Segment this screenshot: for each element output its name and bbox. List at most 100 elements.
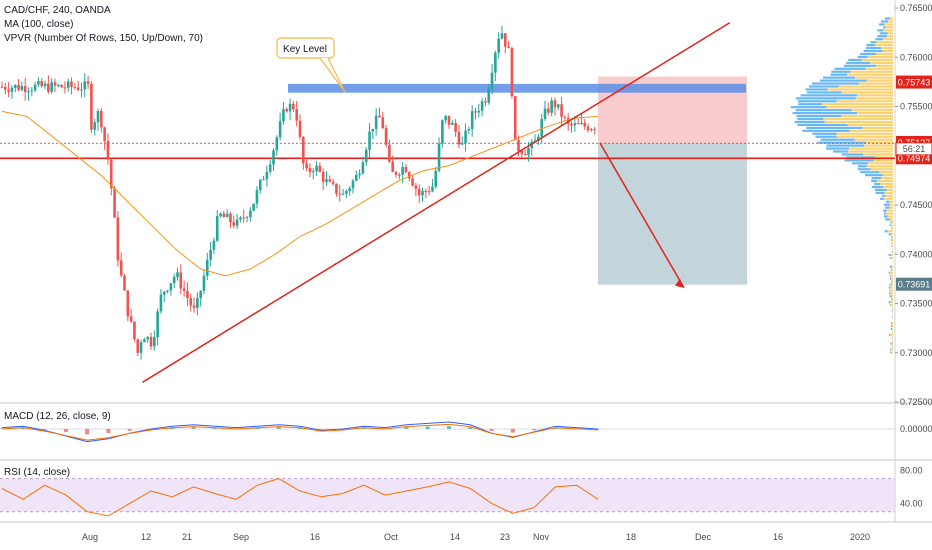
- candle-body: [223, 214, 226, 217]
- x-tick-label: 21: [182, 532, 192, 542]
- candle-body: [299, 121, 302, 137]
- key-level-zone: [288, 84, 746, 93]
- candle-body: [272, 150, 275, 164]
- candle-body: [365, 150, 368, 162]
- volume-profile-bar: [891, 233, 893, 235]
- volume-profile-bar: [892, 310, 893, 312]
- volume-profile-bar: [865, 174, 883, 176]
- candle-body: [507, 47, 510, 49]
- volume-profile-bar: [891, 239, 892, 241]
- volume-profile-bar: [796, 109, 852, 111]
- macd-histogram-bar: [447, 426, 451, 429]
- volume-profile-bar: [891, 304, 893, 306]
- candle-body: [176, 272, 179, 277]
- candle-body: [285, 109, 288, 111]
- volume-profile-bar: [883, 50, 893, 52]
- volume-profile-bar: [866, 47, 881, 49]
- candle-body: [564, 117, 567, 118]
- volume-profile-bar: [837, 100, 893, 102]
- candle-body: [570, 124, 573, 126]
- volume-profile-bar: [876, 192, 885, 194]
- macd-histogram-bar: [64, 429, 68, 432]
- candle-body: [478, 111, 481, 113]
- candle-body: [156, 311, 159, 337]
- volume-profile-bar: [877, 35, 887, 37]
- candle-body: [544, 109, 547, 119]
- volume-profile-bar: [834, 68, 865, 70]
- candle-body: [451, 123, 454, 125]
- volume-profile-bar: [807, 91, 842, 93]
- candle-body: [206, 260, 209, 276]
- x-tick-label: Dec: [695, 532, 712, 542]
- candle-body: [252, 204, 255, 211]
- x-tick-label: 16: [310, 532, 320, 542]
- volume-profile-bar: [891, 277, 893, 279]
- volume-profile-bar: [887, 35, 893, 37]
- macd-histogram-bar: [532, 429, 536, 430]
- candle-body: [348, 188, 351, 191]
- candle-body: [355, 175, 358, 181]
- candle-body: [524, 154, 527, 155]
- volume-profile-bar: [889, 292, 890, 294]
- volume-profile-bar: [892, 239, 893, 241]
- x-tick-label: Nov: [533, 532, 550, 542]
- candle-body: [229, 214, 232, 222]
- volume-profile-bar: [877, 180, 893, 182]
- candle-body: [77, 87, 80, 90]
- candle-body: [123, 275, 126, 290]
- volume-profile-bar: [883, 186, 893, 188]
- macd-histogram-bar: [426, 427, 430, 429]
- volume-profile-bar: [847, 74, 893, 76]
- volume-profile-bar: [857, 112, 893, 114]
- volume-profile-bar: [891, 292, 893, 294]
- volume-profile-bar: [892, 242, 893, 244]
- candle-body: [11, 88, 14, 92]
- volume-profile-bar: [883, 29, 893, 31]
- volume-profile-bar: [823, 77, 855, 79]
- y-tick-label: 0.76000: [900, 52, 932, 62]
- candle-body: [322, 172, 325, 182]
- volume-profile-bar: [866, 68, 893, 70]
- volume-profile-bar: [868, 162, 893, 164]
- x-tick-label: 23: [500, 532, 510, 542]
- volume-profile-bar: [860, 53, 876, 55]
- candle-body: [100, 111, 103, 127]
- candle-body: [395, 172, 398, 175]
- volume-profile-bar: [892, 280, 893, 282]
- volume-profile-bar: [841, 91, 893, 93]
- candle-body: [170, 283, 173, 290]
- candle-body: [405, 167, 408, 172]
- rsi-legend: RSI (14, close): [4, 466, 70, 480]
- candle-body: [309, 168, 312, 172]
- key-level-callout-text: Key Level: [283, 44, 327, 55]
- volume-profile-bar: [877, 29, 883, 31]
- volume-profile-bar: [844, 65, 876, 67]
- volume-profile-bar: [852, 162, 868, 164]
- volume-profile-bar: [889, 272, 890, 274]
- volume-profile-bar: [884, 212, 886, 214]
- candle-body: [295, 109, 298, 120]
- volume-profile-bar: [812, 82, 859, 84]
- candle-body: [398, 175, 401, 176]
- volume-profile-bar: [812, 133, 836, 135]
- macd-histogram-bar: [106, 429, 110, 433]
- candle-body: [93, 122, 96, 129]
- candle-body: [557, 104, 560, 107]
- candle-body: [146, 337, 149, 339]
- macd-histogram-bar: [319, 429, 323, 430]
- volume-profile-bar: [846, 62, 870, 64]
- candle-body: [14, 85, 17, 88]
- candle-body: [468, 129, 471, 131]
- candle-body: [494, 53, 497, 73]
- volume-profile-bar: [876, 65, 893, 67]
- candle-body: [474, 111, 477, 112]
- price-tag-label: 0.75743: [898, 78, 931, 88]
- volume-profile-bar: [891, 298, 892, 300]
- candle-body: [378, 116, 381, 118]
- candle-body: [266, 172, 269, 179]
- candle-body: [587, 127, 590, 131]
- volume-profile-bar: [890, 304, 891, 306]
- volume-profile-bar: [886, 210, 893, 212]
